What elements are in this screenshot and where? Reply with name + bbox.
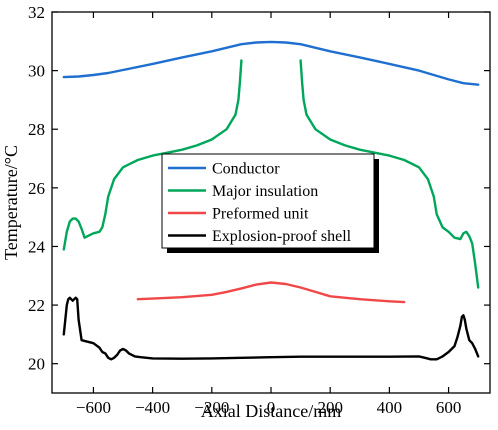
y-tick-label: 26 xyxy=(28,179,45,198)
x-tick-label: 600 xyxy=(436,398,462,417)
legend-label-major-insulation: Major insulation xyxy=(212,183,318,200)
series-line-major-insulation-2 xyxy=(299,59,480,289)
x-tick-label: 200 xyxy=(317,398,343,417)
series-line-conductor xyxy=(62,40,480,86)
series-line-explosion-proof-shell xyxy=(62,296,480,361)
legend-label-explosion-proof-shell: Explosion-proof shell xyxy=(212,228,352,245)
y-tick-label: 22 xyxy=(28,296,45,315)
y-axis-title: Temperature/°C xyxy=(1,145,21,260)
x-tick-label: −200 xyxy=(194,398,229,417)
series-line-preformed-unit xyxy=(136,281,406,304)
series-layer xyxy=(62,40,480,361)
y-tick-label: 28 xyxy=(28,120,45,139)
x-axis-title: Axial Distance/mm xyxy=(201,401,341,421)
y-tick-label: 20 xyxy=(28,355,45,374)
legend: Conductor Major insulation Preformed unit E… xyxy=(161,153,379,253)
x-tick-label: 0 xyxy=(267,398,276,417)
legend-label-conductor: Conductor xyxy=(212,161,280,178)
ticks-layer: −600 −400 −200 0 200 400 600 20 22 24 26 28 30 32 xyxy=(28,3,490,417)
legend-box xyxy=(161,153,375,249)
x-tick-label: −400 xyxy=(135,398,170,417)
x-tick-label: −600 xyxy=(76,398,111,417)
y-tick-label: 24 xyxy=(28,237,46,256)
x-tick-label: 400 xyxy=(377,398,403,417)
y-tick-label: 32 xyxy=(28,3,45,22)
y-tick-label: 30 xyxy=(28,62,45,81)
series-line-major-insulation-1 xyxy=(62,59,243,251)
legend-label-preformed-unit: Preformed unit xyxy=(212,206,309,223)
